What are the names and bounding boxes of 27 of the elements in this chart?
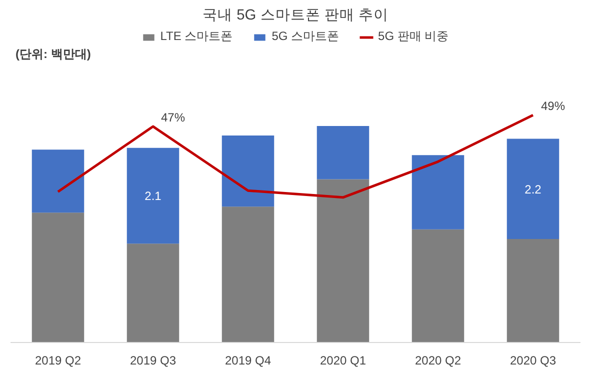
bar [32,212,84,342]
bar [316,179,370,342]
chart-title: 국내 5G 스마트폰 판매 추이 [202,8,388,24]
x-tick-label: 2019 Q3 [130,354,176,368]
bar [126,148,180,244]
bar [412,155,464,230]
x-tick-label: 2020 Q2 [414,354,462,368]
bar [222,206,274,342]
data-label: 2.1 [144,189,162,204]
bar [126,244,180,342]
bar [506,138,560,240]
x-tick-label: 2020 Q3 [510,354,556,368]
x-tick-label: 2019 Q4 [224,354,272,368]
data-label: 49% [541,99,566,114]
bar [412,229,464,342]
data-label: 47% [161,110,186,124]
legend-label: 5G 판매 비중 [378,28,449,45]
x-tick-label: 2020 Q1 [320,354,366,368]
bar [222,136,274,207]
bar [316,126,370,180]
legend-label: LTE 스마트폰 [160,28,233,45]
text: (단위: 백만대) [16,46,91,61]
bar [32,150,84,213]
data-label: 2.2 [524,182,542,196]
x-tick-label: 2019 Q2 [34,354,82,368]
legend-label: 5G 스마트폰 [272,28,340,45]
bar [506,239,560,342]
